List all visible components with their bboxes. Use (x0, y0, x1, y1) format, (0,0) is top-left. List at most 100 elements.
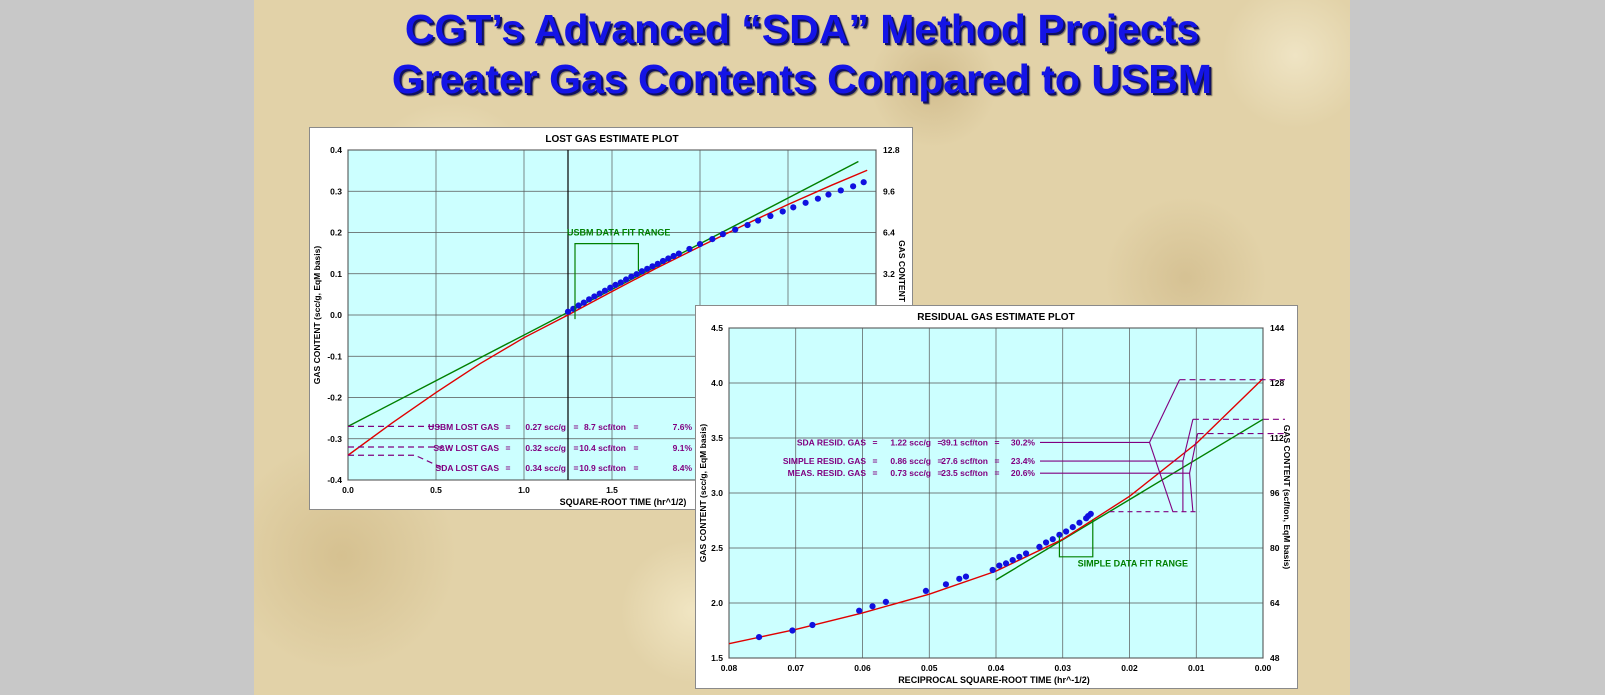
lost-data-point (814, 195, 822, 202)
lost-annotation-pct: 9.1% (673, 443, 693, 453)
lost-data-point (732, 226, 739, 233)
lost-x-tick-label: 1.5 (606, 485, 618, 495)
resid-x-tick-label: 0.05 (921, 663, 938, 673)
lost-data-point (591, 293, 598, 300)
resid-y-tick-label: 2.0 (711, 598, 723, 608)
resid-x-tick-label: 0.01 (1188, 663, 1205, 673)
lost-annotation-eq: = (574, 463, 579, 473)
lost-series-usbm-line (347, 160, 859, 427)
resid-annotation-sccg: 0.73 scc/g (890, 468, 931, 478)
lost-x-axis-label: SQUARE-ROOT TIME (hr^1/2) (560, 497, 687, 507)
lost-annotation-pct: 7.6% (673, 422, 693, 432)
lost-data-point (607, 284, 614, 291)
resid-y-axis-label: GAS CONTENT (scc/g, EqM basis) (698, 424, 708, 563)
resid-y-tick-label: 1.5 (711, 653, 723, 663)
lost-data-point (696, 240, 704, 248)
resid-annotation-eq: = (995, 468, 1000, 478)
lost-y-tick-label: -0.1 (327, 351, 342, 361)
lost-y2-tick-label: 6.4 (883, 228, 895, 238)
lost-x-tick-label: 0.5 (430, 485, 442, 495)
lost-y-axis-label: GAS CONTENT (scc/g, EqM basis) (312, 246, 322, 385)
lost-y-tick-label: -0.3 (327, 434, 342, 444)
resid-data-point (989, 566, 996, 574)
lost-data-point (686, 245, 693, 253)
lost-data-point (709, 236, 716, 243)
resid-y-tick-label: 4.0 (711, 378, 723, 388)
lost-sda-leader (348, 454, 443, 469)
lost-data-point (675, 250, 682, 257)
lost-data-point (670, 252, 677, 260)
resid-data-point (956, 575, 963, 582)
lost-annotation-scft: 8.7 scf/ton (584, 422, 626, 432)
lost-y-tick-label: 0.2 (330, 228, 342, 238)
resid-data-point (1016, 553, 1023, 560)
resid-data-point (1087, 510, 1094, 517)
lost-annotation-eq: = (634, 463, 639, 473)
resid-y2-tick-label: 112 (1270, 433, 1284, 443)
resid-y2-axis-label: GAS CONTENT (scf/ton, EqM basis) (1282, 425, 1292, 570)
resid-data-point (882, 598, 889, 605)
lost-data-point (644, 265, 651, 272)
resid-data-point (1002, 560, 1010, 567)
resid-x-tick-label: 0.03 (1054, 663, 1071, 673)
resid-chart-title: RESIDUAL GAS ESTIMATE PLOT (917, 312, 1074, 323)
lost-data-point (665, 255, 672, 262)
resid-x-tick-label: 0.04 (988, 663, 1005, 673)
lost-data-point (617, 279, 624, 286)
resid-annotation-scft: 27.6 scf/ton (941, 456, 988, 466)
lost-data-point (802, 199, 809, 206)
resid-annotation-label: MEAS. RESID. GAS (788, 468, 867, 478)
lost-data-point (601, 287, 609, 294)
resid-annotation-leader-lower (1189, 473, 1194, 512)
resid-y-tick-label: 3.5 (711, 433, 723, 443)
lost-data-point (790, 204, 797, 211)
resid-y-tick-label: 3.0 (711, 488, 723, 498)
lost-y2-tick-label: 9.6 (883, 186, 895, 196)
resid-data-point (869, 603, 876, 610)
lost-data-point (825, 191, 832, 198)
lost-annotation-sccg: 0.32 scc/g (525, 443, 566, 453)
lost-y-tick-label: -0.4 (327, 475, 342, 485)
lost-y2-axis-label: GAS CONTENT (897, 240, 907, 303)
residual-gas-chart: 0.08 0.07 0.06 0.05 0.04 0.03 0.02 0.01 0.00 1.5 2… (698, 312, 1292, 685)
resid-annotation-eq: = (873, 437, 878, 447)
resid-data-point (789, 627, 796, 634)
lost-data-point (744, 221, 751, 229)
lost-data-point (659, 257, 667, 265)
resid-annotation-pct: 20.6% (1011, 468, 1036, 478)
lost-data-point (754, 217, 762, 224)
lost-annotation-eq: = (574, 443, 579, 453)
resid-y-tick-label: 4.5 (711, 323, 723, 333)
resid-annotation-eq: = (995, 456, 1000, 466)
lost-data-point (649, 263, 656, 270)
lost-data-point (580, 299, 587, 306)
lost-x-tick-label: 1.0 (518, 485, 530, 495)
resid-y2-tick-label: 144 (1270, 323, 1284, 333)
lost-annotation-scft: 10.4 scf/ton (579, 443, 626, 453)
lost-data-point (850, 183, 857, 190)
resid-data-point (942, 581, 950, 588)
resid-data-point (1022, 550, 1030, 557)
lost-annotation-label: SDA LOST GAS (436, 463, 500, 473)
lost-fit-range-bracket (574, 243, 639, 320)
resid-y2-tick-label: 96 (1270, 488, 1280, 498)
lost-annotation-sccg: 0.27 scc/g (525, 422, 566, 432)
resid-annotation-scft: 23.5 scf/ton (941, 468, 988, 478)
resid-fit-range-bracket (1058, 519, 1094, 558)
lost-y-tick-label: 0.3 (330, 186, 342, 196)
lost-data-point (779, 208, 786, 215)
resid-series-simple-line (995, 418, 1264, 581)
resid-data-point (1042, 539, 1050, 546)
slide-title-line-1: CGT’s Advanced “SDA” Method Projects (404, 6, 1200, 52)
lost-data-point (564, 308, 572, 315)
lost-fit-range-label: USBM DATA FIT RANGE (567, 227, 670, 237)
resid-y2-tick-label: 128 (1270, 378, 1284, 388)
lost-annotation-eq: = (574, 422, 579, 432)
lost-data-point (628, 273, 635, 280)
resid-data-point (1069, 524, 1076, 531)
lost-data-point (654, 260, 661, 267)
resid-annotation-leader-lower (1149, 442, 1174, 512)
lost-data-point (719, 231, 726, 238)
resid-data-point (1009, 557, 1016, 564)
resid-x-tick-label: 0.06 (854, 663, 871, 673)
